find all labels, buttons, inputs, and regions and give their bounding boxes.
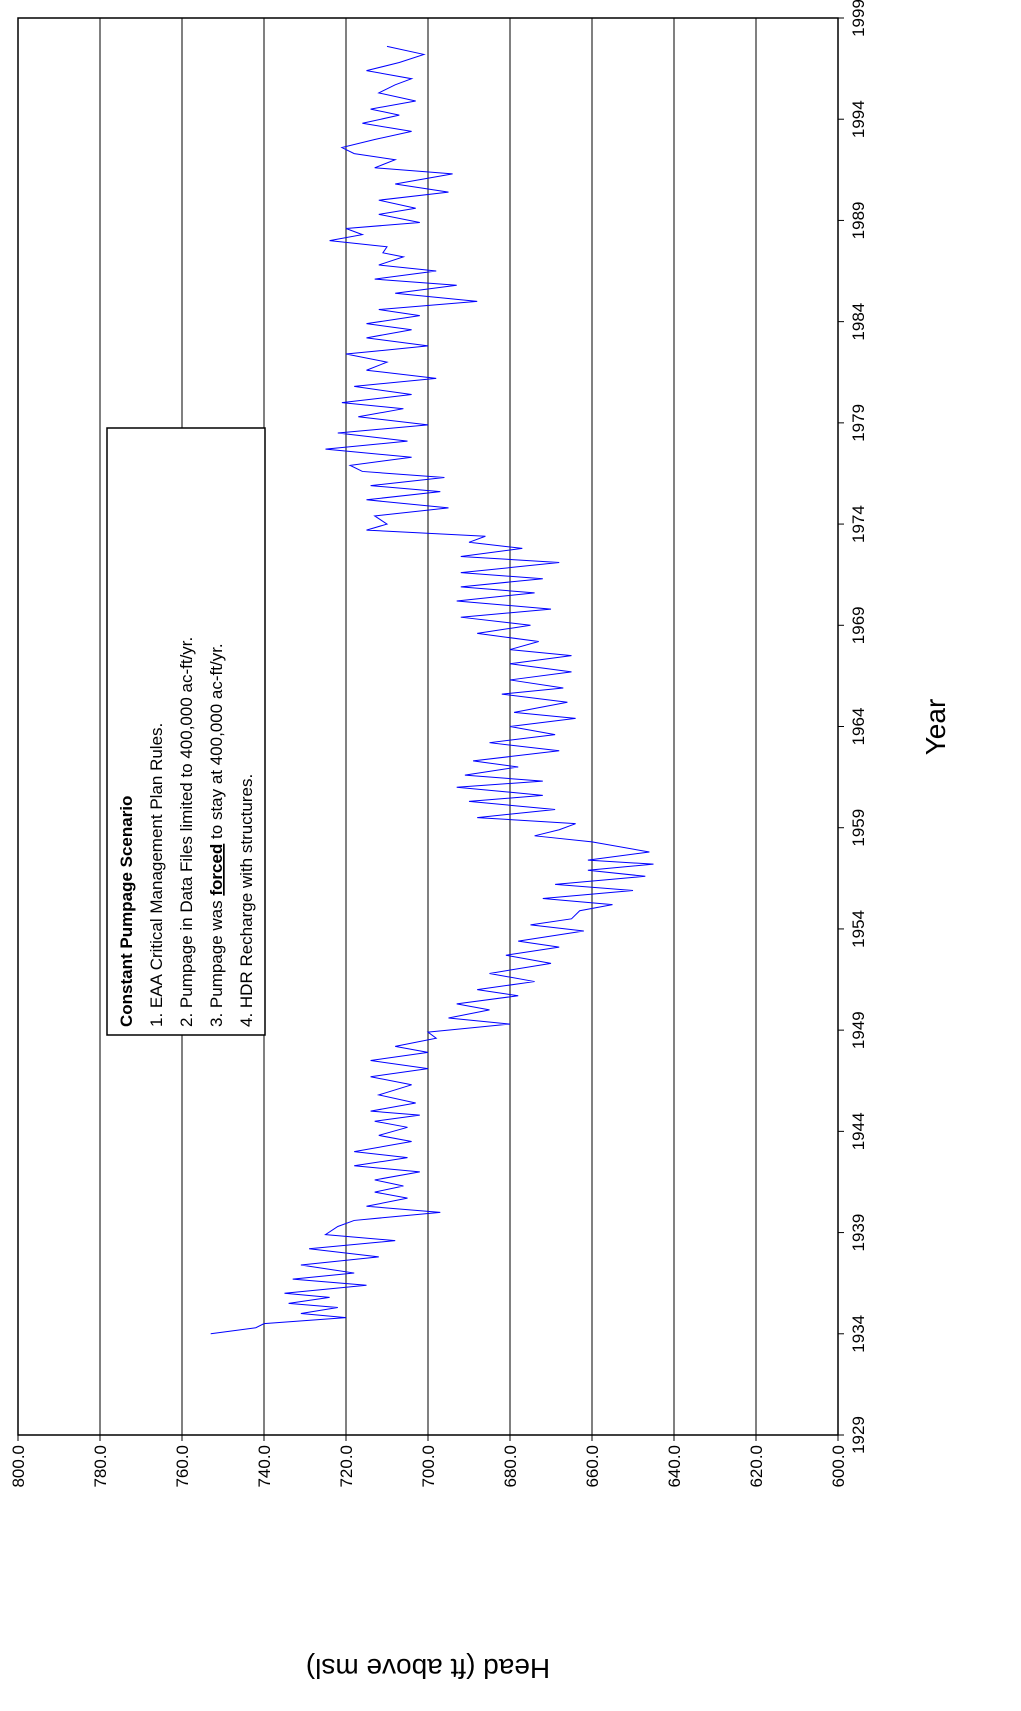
y-tick-label: 720.0 [337,1445,356,1488]
x-tick-label: 1934 [849,1315,868,1353]
x-tick-label: 1949 [849,1011,868,1049]
x-tick-label: 1939 [849,1214,868,1252]
plot-group: Year Head (ft above msl) 600.0 620.0 640.0… [9,0,951,1684]
y-axis-label: Head (ft above msl) [306,1653,550,1684]
x-tick-label: 1944 [849,1112,868,1150]
x-tick-label: 1999 [849,0,868,37]
y-tick-label: 640.0 [665,1445,684,1488]
x-tick-label: 1929 [849,1416,868,1454]
y-tick-label: 700.0 [419,1445,438,1488]
y-tick-label: 680.0 [501,1445,520,1488]
y-tick-label: 760.0 [173,1445,192,1488]
x-tick-label: 1969 [849,606,868,644]
annotation-text: to stay at 400,000 ac-ft/yr. [207,643,226,843]
annotation-title: Constant Pumpage Scenario [117,796,136,1027]
x-tick-label: 1979 [849,404,868,442]
y-tick-label: 600.0 [829,1445,848,1488]
annotation-emphasis: forced [207,844,226,896]
y-tick-label: 780.0 [91,1445,110,1488]
y-tick-label: 740.0 [255,1445,274,1488]
annotation-line: 3. Pumpage was forced to stay at 400,000… [207,643,226,1027]
x-tick-label: 1989 [849,202,868,240]
x-tick-label: 1994 [849,100,868,138]
annotation-line: 1. EAA Critical Management Plan Rules. [147,723,166,1027]
annotation-box [106,427,266,1036]
data-line [210,45,654,1335]
x-tick-label: 1964 [849,708,868,746]
x-axis-label: Year [920,699,951,756]
annotation-text: 3. Pumpage was [207,896,226,1027]
x-tick-label: 1974 [849,505,868,543]
x-tick-label: 1959 [849,809,868,847]
y-tick-label: 620.0 [747,1445,766,1488]
annotation-line: 2. Pumpage in Data Files limited to 400,… [177,637,196,1027]
y-tick-label: 660.0 [583,1445,602,1488]
x-tick-label: 1954 [849,910,868,948]
annotation: Constant Pumpage Scenario 1. EAA Critica… [106,427,266,1036]
y-tick-label: 800.0 [9,1445,28,1488]
x-tick-label: 1984 [849,303,868,341]
annotation-line: 4. HDR Recharge with structures. [237,774,256,1027]
